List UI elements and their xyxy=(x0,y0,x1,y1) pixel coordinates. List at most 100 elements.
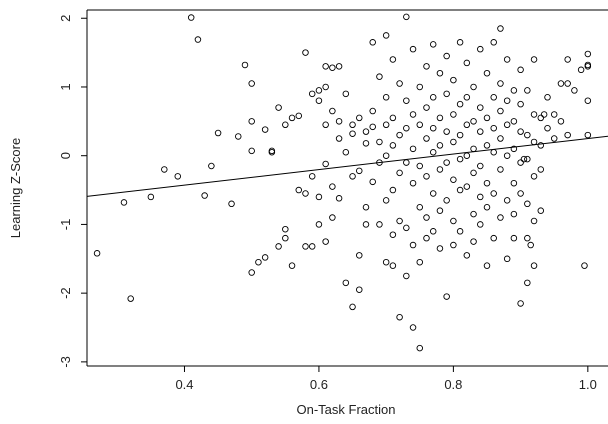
data-point xyxy=(510,145,518,153)
data-point xyxy=(382,258,390,266)
data-point xyxy=(503,97,511,104)
data-point xyxy=(308,173,316,180)
data-point xyxy=(308,243,316,250)
data-point xyxy=(423,104,430,111)
data-point xyxy=(450,176,457,184)
data-point xyxy=(520,155,528,163)
data-point xyxy=(403,97,410,104)
x-axis: 0.4 0.6 0.8 1.0 xyxy=(175,366,597,392)
data-point xyxy=(463,183,471,190)
data-point xyxy=(349,303,356,311)
data-point xyxy=(248,269,255,276)
data-point xyxy=(477,162,484,170)
data-point xyxy=(127,295,134,302)
data-point xyxy=(349,130,356,137)
data-point xyxy=(335,135,343,142)
data-point xyxy=(524,234,531,242)
data-point xyxy=(349,121,356,129)
data-point xyxy=(228,200,235,208)
data-point xyxy=(356,114,363,122)
data-point xyxy=(456,186,464,194)
data-point xyxy=(302,243,309,250)
x-tick-label: 1.0 xyxy=(579,377,597,392)
data-point xyxy=(470,169,477,177)
data-point xyxy=(510,179,518,187)
data-point xyxy=(557,80,565,87)
data-point xyxy=(403,13,410,21)
data-point xyxy=(463,59,471,67)
data-point xyxy=(396,217,403,225)
data-point xyxy=(389,262,397,269)
data-point xyxy=(241,61,249,69)
data-point xyxy=(483,179,491,187)
data-point xyxy=(436,114,444,122)
data-point xyxy=(463,94,471,101)
data-point xyxy=(443,90,450,98)
data-point xyxy=(527,241,534,249)
data-point xyxy=(477,104,484,111)
data-point xyxy=(443,159,450,166)
data-point xyxy=(490,124,497,132)
data-point xyxy=(497,166,504,173)
data-point xyxy=(470,118,477,125)
data-point xyxy=(510,118,518,125)
data-point xyxy=(409,45,417,53)
data-point xyxy=(429,41,437,48)
data-point xyxy=(497,25,504,32)
data-point xyxy=(423,214,430,221)
data-point xyxy=(369,107,376,115)
data-point xyxy=(429,190,437,197)
data-point xyxy=(369,123,376,131)
data-point xyxy=(369,39,376,46)
data-point xyxy=(470,210,477,218)
data-point xyxy=(322,83,329,91)
data-point xyxy=(483,262,491,269)
data-point xyxy=(214,129,222,137)
data-point xyxy=(389,142,397,149)
data-point xyxy=(450,138,457,146)
data-point xyxy=(120,199,128,206)
data-point xyxy=(396,169,403,177)
data-point xyxy=(295,112,303,120)
data-point xyxy=(456,131,464,139)
data-point xyxy=(322,160,329,168)
data-point xyxy=(483,142,491,149)
y-axis-title: Learning Z-Score xyxy=(8,138,23,238)
data-point xyxy=(530,173,538,180)
data-point xyxy=(362,203,370,211)
data-point xyxy=(403,159,410,166)
data-point xyxy=(376,73,383,80)
x-tick-label: 0.6 xyxy=(310,377,328,392)
data-point xyxy=(550,135,558,142)
data-point xyxy=(517,300,524,307)
data-point xyxy=(396,131,403,139)
data-point xyxy=(382,32,390,39)
data-point xyxy=(389,186,397,194)
data-point xyxy=(524,200,531,208)
x-tick-label: 0.8 xyxy=(444,377,462,392)
data-point xyxy=(503,152,511,159)
data-point xyxy=(456,155,464,163)
data-point xyxy=(550,111,558,118)
data-point xyxy=(329,183,336,190)
data-point xyxy=(396,313,403,321)
data-point xyxy=(315,221,323,228)
data-point xyxy=(288,114,296,122)
data-point xyxy=(483,203,491,211)
y-tick-label: 2 xyxy=(58,15,73,22)
data-point xyxy=(470,83,477,91)
data-point xyxy=(443,128,450,135)
data-point xyxy=(463,121,471,129)
data-point xyxy=(403,272,410,280)
data-point xyxy=(342,149,350,156)
data-point xyxy=(537,207,545,214)
data-point xyxy=(409,179,417,187)
data-point xyxy=(497,107,504,115)
data-point xyxy=(389,114,397,122)
data-point xyxy=(463,252,471,259)
data-point xyxy=(477,128,484,135)
data-point xyxy=(302,190,309,197)
data-point xyxy=(409,111,417,118)
data-point xyxy=(530,111,538,118)
y-tick-label: 0 xyxy=(58,152,73,159)
